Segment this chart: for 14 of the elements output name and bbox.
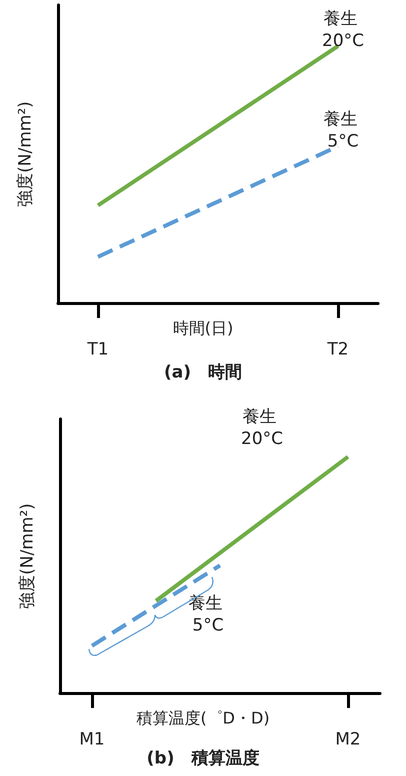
y-axis-title: 強度(N/mm²) bbox=[18, 503, 38, 609]
series-label: 養生 20°C bbox=[322, 9, 364, 52]
x-axis-title: 積算温度(゜D・D) bbox=[136, 708, 270, 728]
x-tick-label: T1 bbox=[86, 340, 109, 360]
text: 養生 20°C bbox=[240, 406, 284, 449]
x-axis-title: 時間(日) bbox=[172, 318, 234, 338]
x-tick-label: T2 bbox=[326, 340, 349, 360]
y-axis-title: 強度(N/mm²) bbox=[16, 101, 36, 207]
series-label: 養生 5°C bbox=[323, 109, 363, 152]
x-tick-label: M2 bbox=[335, 730, 361, 750]
x-tick-label: M1 bbox=[79, 730, 105, 750]
text: (a) 時間 bbox=[164, 362, 242, 382]
series-label: 養生 5°C bbox=[188, 593, 228, 636]
text: (b) 積算温度 bbox=[146, 748, 260, 768]
